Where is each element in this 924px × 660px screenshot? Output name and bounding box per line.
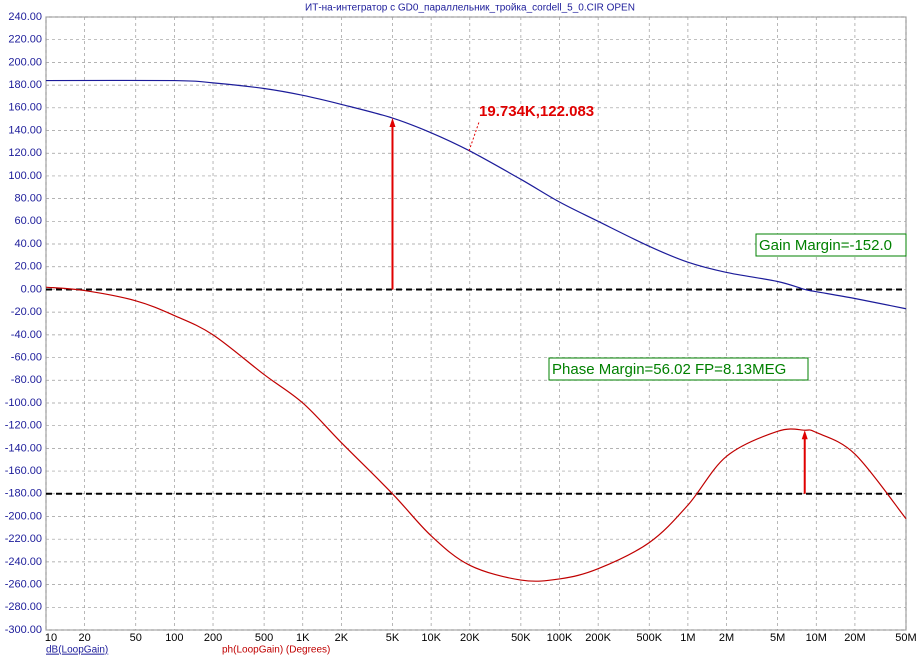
y-tick-label: 20.00 (14, 261, 42, 273)
arrow-head (389, 118, 396, 128)
arrow-head (801, 430, 808, 440)
annotation: Gain Margin=-152.0 (759, 237, 892, 254)
x-tick-label: 2M (719, 632, 734, 644)
label-leader (468, 121, 480, 152)
y-tick-label: 160.00 (8, 102, 42, 114)
y-tick-label: 40.00 (14, 238, 42, 250)
annotation-box (548, 357, 809, 381)
annotation-box (755, 233, 907, 257)
x-tick-label: 5K (386, 632, 400, 644)
x-tick-label: 200K (585, 632, 611, 644)
x-tick-label: 500K (636, 632, 662, 644)
series-line (45, 79, 907, 310)
y-tick-label: -240.00 (5, 556, 42, 568)
y-tick-label: -180.00 (5, 488, 42, 500)
legend-entry: dB(LoopGain) (46, 645, 108, 656)
y-tick-label: -160.00 (5, 465, 42, 477)
x-tick-label: 100K (547, 632, 573, 644)
y-tick-label: 120.00 (8, 147, 42, 159)
x-tick-label: 50K (511, 632, 531, 644)
x-tick-label: 50M (895, 632, 916, 644)
y-tick-label: -220.00 (5, 533, 42, 545)
y-tick-label: -20.00 (11, 306, 42, 318)
plot-frame (45, 16, 907, 631)
y-tick-label: -120.00 (5, 420, 42, 432)
x-tick-label: 50 (130, 632, 142, 644)
x-tick-label: 5M (770, 632, 785, 644)
x-tick-label: 10 (45, 632, 57, 644)
legend-entry: ph(LoopGain) (Degrees) (222, 645, 330, 656)
y-tick-label: -140.00 (5, 442, 42, 454)
annotation: Phase Margin=56.02 FP=8.13MEG (552, 361, 786, 378)
y-tick-label: 140.00 (8, 124, 42, 136)
x-tick-label: 20M (844, 632, 865, 644)
y-tick-label: -300.00 (5, 624, 42, 636)
y-tick-label: -260.00 (5, 578, 42, 590)
x-tick-label: 1M (680, 632, 695, 644)
y-tick-label: -200.00 (5, 510, 42, 522)
y-tick-label: -280.00 (5, 601, 42, 613)
x-tick-label: 20K (460, 632, 480, 644)
x-tick-label: 2K (335, 632, 349, 644)
point-label: 19.734K,122.083 (479, 103, 594, 120)
x-tick-label: 200 (204, 632, 222, 644)
series-line (45, 286, 907, 582)
x-tick-label: 1K (296, 632, 310, 644)
y-tick-label: -40.00 (11, 329, 42, 341)
y-tick-label: 80.00 (14, 193, 42, 205)
y-tick-label: -60.00 (11, 351, 42, 363)
x-tick-label: 20 (79, 632, 91, 644)
y-tick-label: -80.00 (11, 374, 42, 386)
y-tick-label: 100.00 (8, 170, 42, 182)
y-tick-label: 220.00 (8, 34, 42, 46)
y-tick-label: -100.00 (5, 397, 42, 409)
x-tick-label: 10M (806, 632, 827, 644)
y-tick-label: 60.00 (14, 215, 42, 227)
x-tick-label: 500 (255, 632, 273, 644)
y-tick-label: 0.00 (21, 283, 42, 295)
chart-title: ИТ-на-интегратор с GD0_параллельник_трой… (305, 3, 635, 14)
x-tick-label: 10K (421, 632, 441, 644)
y-tick-label: 240.00 (8, 11, 42, 23)
x-tick-label: 100 (165, 632, 183, 644)
y-tick-label: 200.00 (8, 56, 42, 68)
y-tick-label: 180.00 (8, 79, 42, 91)
